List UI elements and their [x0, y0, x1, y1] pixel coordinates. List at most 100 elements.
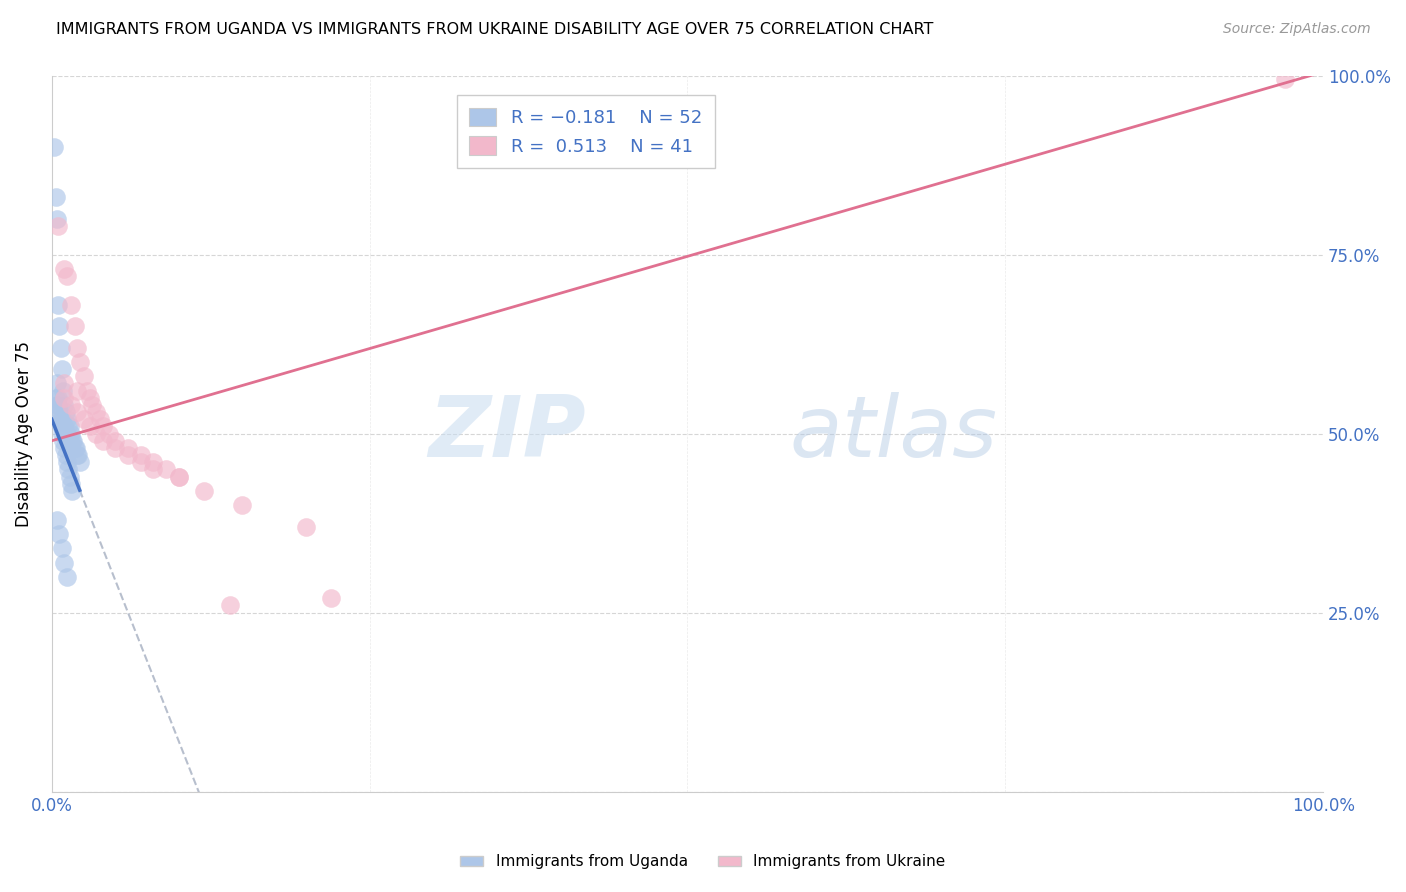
Point — [59, 298, 82, 312]
Point — [104, 434, 127, 448]
Point — [46, 298, 69, 312]
Point — [53, 398, 76, 412]
Point — [295, 519, 318, 533]
Point — [59, 441, 82, 455]
Point — [49, 412, 72, 426]
Point — [58, 434, 80, 448]
Point — [53, 556, 76, 570]
Point — [1274, 72, 1296, 87]
Point — [59, 476, 82, 491]
Point — [97, 426, 120, 441]
Point — [59, 398, 82, 412]
Point — [51, 426, 73, 441]
Point — [155, 462, 177, 476]
Point — [46, 219, 69, 233]
Point — [48, 527, 70, 541]
Point — [56, 570, 79, 584]
Point — [129, 455, 152, 469]
Point — [66, 341, 89, 355]
Point — [46, 391, 69, 405]
Text: IMMIGRANTS FROM UGANDA VS IMMIGRANTS FROM UKRAINE DISABILITY AGE OVER 75 CORRELA: IMMIGRANTS FROM UGANDA VS IMMIGRANTS FRO… — [56, 22, 934, 37]
Point — [167, 469, 190, 483]
Point — [56, 268, 79, 283]
Point — [91, 419, 114, 434]
Point — [51, 412, 73, 426]
Point — [79, 419, 101, 434]
Point — [53, 391, 76, 405]
Point — [218, 599, 240, 613]
Point — [69, 355, 91, 369]
Point — [48, 405, 70, 419]
Text: atlas: atlas — [789, 392, 997, 475]
Text: Source: ZipAtlas.com: Source: ZipAtlas.com — [1223, 22, 1371, 37]
Point — [117, 441, 139, 455]
Point — [67, 448, 90, 462]
Point — [231, 498, 253, 512]
Point — [65, 441, 87, 455]
Point — [45, 391, 67, 405]
Point — [76, 384, 98, 398]
Point — [58, 419, 80, 434]
Point — [82, 398, 104, 412]
Point — [72, 412, 94, 426]
Y-axis label: Disability Age Over 75: Disability Age Over 75 — [15, 341, 32, 526]
Point — [51, 541, 73, 556]
Point — [52, 419, 75, 434]
Point — [66, 384, 89, 398]
Point — [117, 448, 139, 462]
Point — [55, 448, 77, 462]
Point — [142, 462, 165, 476]
Point — [56, 455, 79, 469]
Point — [321, 591, 343, 606]
Point — [45, 211, 67, 226]
Point — [51, 362, 73, 376]
Point — [84, 405, 107, 419]
Point — [45, 190, 67, 204]
Point — [44, 140, 66, 154]
Point — [48, 319, 70, 334]
Point — [56, 426, 79, 441]
Point — [52, 384, 75, 398]
Point — [53, 419, 76, 434]
Point — [63, 319, 86, 334]
Point — [45, 512, 67, 526]
Point — [60, 434, 83, 448]
Point — [66, 405, 89, 419]
Point — [63, 441, 86, 455]
Point — [142, 455, 165, 469]
Point — [53, 376, 76, 391]
Point — [62, 434, 84, 448]
Point — [193, 483, 215, 498]
Point — [66, 448, 89, 462]
Point — [58, 434, 80, 448]
Point — [58, 462, 80, 476]
Point — [79, 391, 101, 405]
Point — [89, 412, 111, 426]
Point — [49, 419, 72, 434]
Point — [55, 405, 77, 419]
Point — [91, 434, 114, 448]
Point — [56, 412, 79, 426]
Text: ZIP: ZIP — [427, 392, 586, 475]
Point — [52, 434, 75, 448]
Point — [104, 441, 127, 455]
Point — [69, 455, 91, 469]
Point — [49, 341, 72, 355]
Point — [53, 261, 76, 276]
Point — [45, 398, 67, 412]
Point — [48, 405, 70, 419]
Legend: Immigrants from Uganda, Immigrants from Ukraine: Immigrants from Uganda, Immigrants from … — [454, 848, 952, 875]
Point — [72, 369, 94, 384]
Point — [129, 448, 152, 462]
Point — [45, 376, 67, 391]
Point — [58, 419, 80, 434]
Point — [55, 426, 77, 441]
Point — [53, 441, 76, 455]
Legend: R = −0.181    N = 52, R =  0.513    N = 41: R = −0.181 N = 52, R = 0.513 N = 41 — [457, 95, 714, 169]
Point — [60, 483, 83, 498]
Point — [46, 398, 69, 412]
Point — [59, 426, 82, 441]
Point — [58, 469, 80, 483]
Point — [84, 426, 107, 441]
Point — [167, 469, 190, 483]
